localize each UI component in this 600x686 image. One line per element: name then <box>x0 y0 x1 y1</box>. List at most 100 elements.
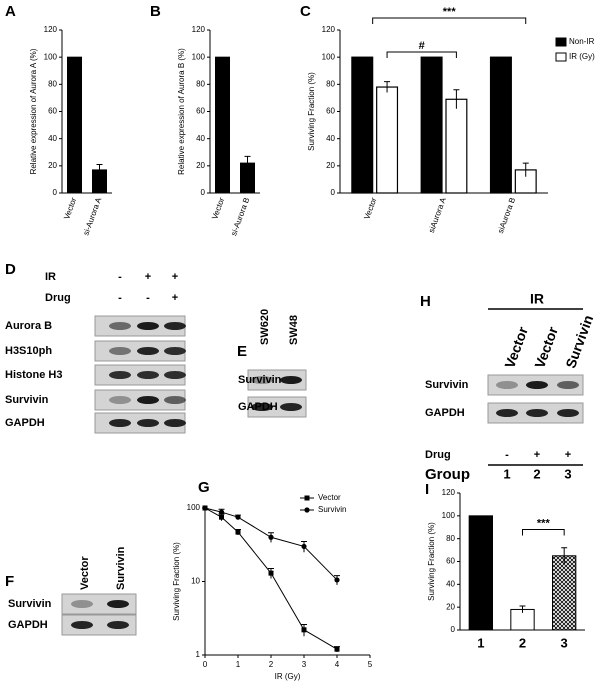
y-axis-label: Surviving Fraction (%) <box>427 522 436 601</box>
x-tick-label: 4 <box>335 660 340 669</box>
error-bar <box>384 81 391 93</box>
lane-label: Vector <box>501 324 531 370</box>
panel-label: C <box>300 3 311 20</box>
condition-label: IR <box>45 271 56 283</box>
blot-strip <box>247 396 307 418</box>
lane-label: SW48 <box>288 315 300 345</box>
marker <box>301 627 307 633</box>
y-tick-label: 100 <box>322 52 336 61</box>
marker <box>268 534 274 540</box>
x-tick-label: Vector <box>362 196 378 221</box>
x-tick-label: si-Aurora B <box>229 196 251 237</box>
blot-band <box>109 371 131 379</box>
error-bar <box>96 163 103 176</box>
blot-band <box>496 409 518 417</box>
lane-label: Survivin <box>562 313 596 370</box>
panel-label: H <box>420 293 431 310</box>
y-tick-label: 100 <box>442 511 456 520</box>
y-tick-label: 0 <box>451 625 456 634</box>
x-tick-label: Vector <box>210 196 226 221</box>
legend-label: Survivin <box>318 505 346 514</box>
y-tick-label: 40 <box>196 134 205 143</box>
condition-sign: - <box>146 292 150 304</box>
condition-sign: - <box>118 271 122 283</box>
bar <box>67 56 82 194</box>
x-tick-label: 0 <box>203 660 208 669</box>
x-tick-label: 2 <box>519 635 526 650</box>
row-label: GAPDH <box>5 417 45 429</box>
y-tick-label: 120 <box>442 488 456 497</box>
marker <box>218 509 225 515</box>
blot-band <box>109 347 131 355</box>
lane-label: Vector <box>531 324 561 370</box>
x-tick-label: siAurora B <box>496 196 517 234</box>
x-tick-label: Vector <box>62 196 78 221</box>
error-bar <box>522 162 529 177</box>
condition-sign: + <box>172 271 178 283</box>
error-bar <box>561 547 568 564</box>
y-tick-label: 20 <box>446 602 455 611</box>
bar <box>215 56 230 194</box>
condition-sign: 3 <box>564 466 571 481</box>
y-tick-label: 40 <box>446 579 455 588</box>
bar <box>420 56 443 194</box>
blot-band <box>526 381 548 389</box>
row-label: Aurora B <box>5 320 52 332</box>
blot-band <box>251 403 273 411</box>
legend-label: Non-IR <box>569 37 595 46</box>
blot-band <box>251 376 273 384</box>
marker <box>301 543 307 550</box>
panel-label: E <box>237 343 247 360</box>
y-tick-label: 40 <box>48 134 57 143</box>
y-tick-label: 20 <box>326 161 335 170</box>
marker <box>235 529 241 535</box>
significance <box>522 529 565 536</box>
y-tick-label: 60 <box>326 107 335 116</box>
line <box>204 507 338 650</box>
y-tick-label: 80 <box>326 79 335 88</box>
x-axis-label: IR (Gy) <box>275 672 301 681</box>
row-label: Survivin <box>425 379 469 391</box>
blot-band <box>164 371 186 379</box>
y-tick-label: 120 <box>192 25 206 34</box>
y-tick-label: 60 <box>48 107 57 116</box>
blot-band <box>137 396 159 404</box>
bar <box>376 86 399 194</box>
bar <box>468 515 493 631</box>
blot-band <box>496 381 518 389</box>
blot-band <box>107 621 129 629</box>
row-label: GAPDH <box>425 407 465 419</box>
y-tick-label: 100 <box>192 52 206 61</box>
legend-label: IR (Gy) <box>569 52 595 61</box>
condition-sign: + <box>172 292 178 304</box>
blot-band <box>280 403 302 411</box>
blot-band <box>164 396 186 404</box>
x-tick-label: 1 <box>477 635 484 650</box>
blot-band <box>137 419 159 427</box>
panel-label: G <box>198 479 210 496</box>
condition-sign: - <box>118 292 122 304</box>
blot-band <box>109 322 131 330</box>
row-label: Survivin <box>5 394 49 406</box>
blot-band <box>107 600 129 608</box>
marker <box>219 514 224 520</box>
bar <box>489 56 512 194</box>
error-bar <box>519 605 526 613</box>
legend-swatch <box>555 37 567 47</box>
y-axis-label: Relative expression of Aurora B (%) <box>177 48 186 175</box>
x-tick-label: 3 <box>561 635 568 650</box>
blot-band <box>164 347 186 355</box>
row-label: GAPDH <box>8 619 48 631</box>
y-tick-label: 80 <box>196 79 205 88</box>
blot-band <box>109 419 131 427</box>
blot-band <box>137 347 159 355</box>
blot-band <box>71 621 93 629</box>
y-axis-label: Surviving Fraction (%) <box>307 72 316 151</box>
row-label: H3S10ph <box>5 345 52 357</box>
marker <box>202 505 208 511</box>
blot-band <box>137 322 159 330</box>
legend-marker <box>304 495 310 501</box>
blot-band <box>137 371 159 379</box>
blot-band <box>71 600 93 608</box>
significance <box>386 51 457 58</box>
